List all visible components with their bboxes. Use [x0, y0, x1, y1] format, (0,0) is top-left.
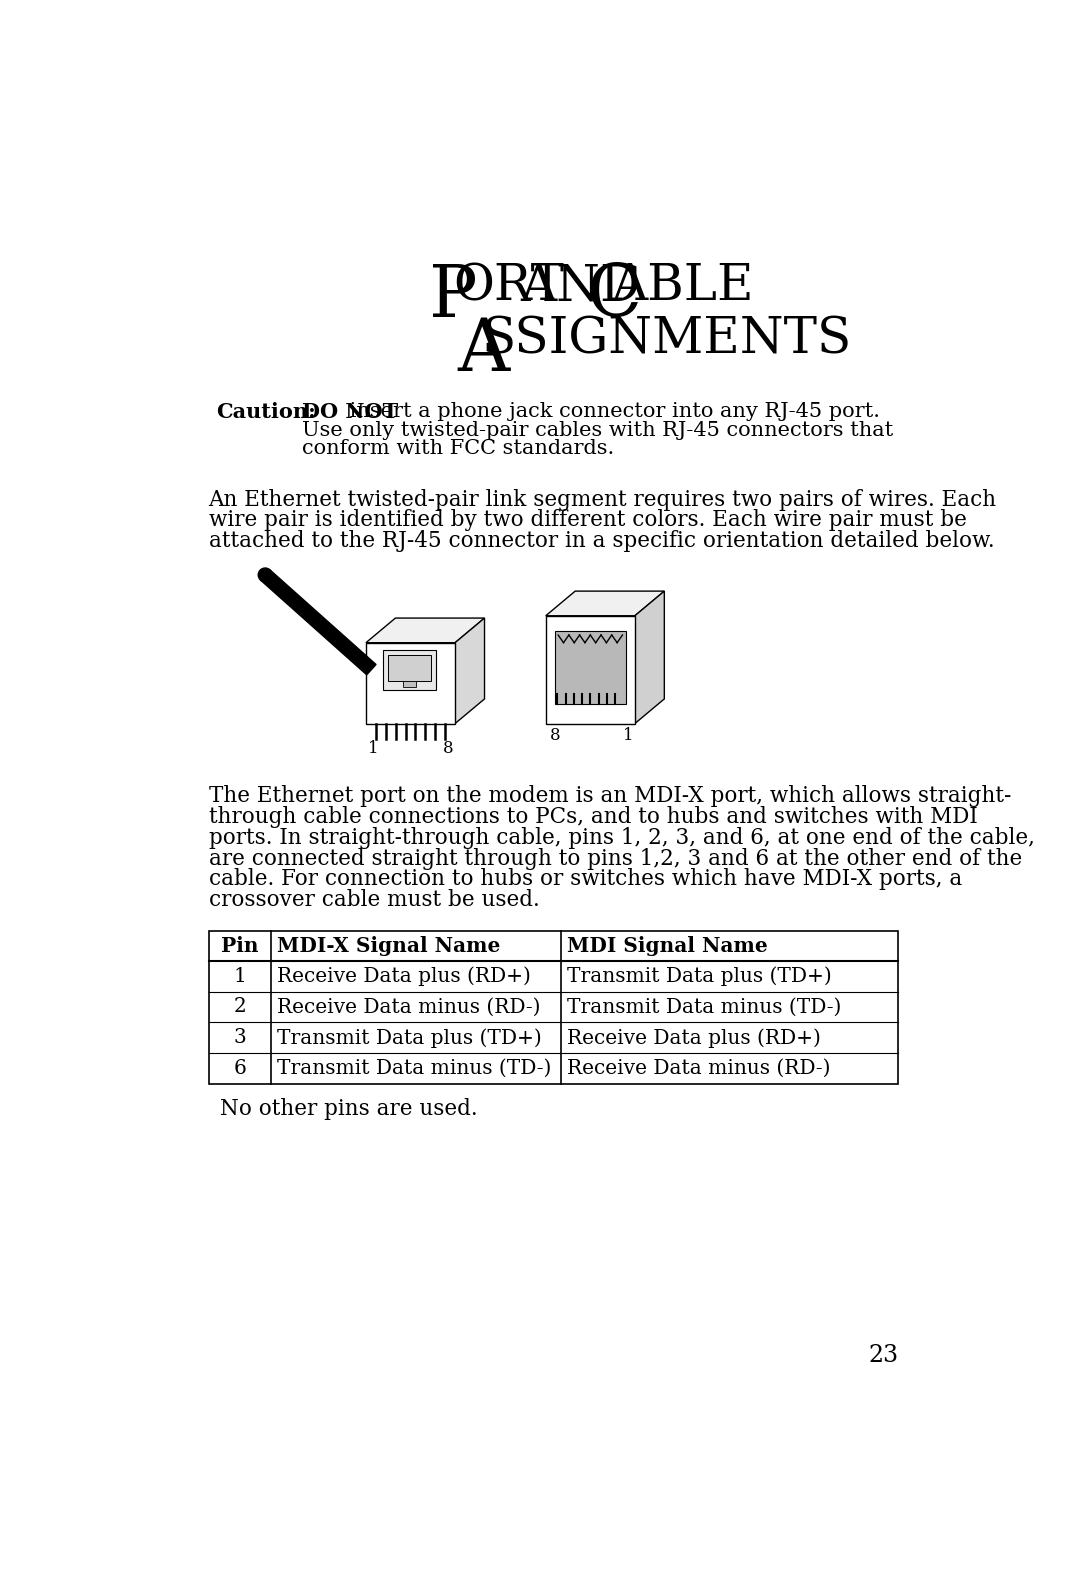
Polygon shape [545, 615, 635, 724]
Text: Transmit Data minus (TD-): Transmit Data minus (TD-) [276, 1060, 551, 1079]
Polygon shape [545, 592, 664, 615]
Text: An Ethernet twisted-pair link segment requires two pairs of wires. Each: An Ethernet twisted-pair link segment re… [208, 488, 997, 510]
Text: SSIGNMENTS: SSIGNMENTS [482, 316, 852, 364]
Polygon shape [366, 619, 485, 642]
Text: Receive Data plus (RD+): Receive Data plus (RD+) [567, 1028, 821, 1047]
Text: are connected straight through to pins 1,2, 3 and 6 at the other end of the: are connected straight through to pins 1… [208, 848, 1022, 870]
Text: 1: 1 [233, 967, 246, 986]
Circle shape [258, 568, 272, 582]
Text: MDI-X Signal Name: MDI-X Signal Name [276, 936, 500, 956]
Text: No other pins are used.: No other pins are used. [220, 1097, 477, 1119]
Text: wire pair is identified by two different colors. Each wire pair must be: wire pair is identified by two different… [208, 510, 967, 532]
Bar [403, 681, 416, 688]
Text: Caution:: Caution: [216, 402, 316, 422]
Text: P: P [429, 262, 477, 333]
Text: Receive Data minus (RD-): Receive Data minus (RD-) [567, 1060, 831, 1079]
Text: 1: 1 [367, 741, 378, 757]
Text: 23: 23 [868, 1344, 899, 1366]
Text: 1: 1 [623, 727, 633, 744]
Text: cable. For connection to hubs or switches which have MDI-X ports, a: cable. For connection to hubs or switche… [208, 868, 962, 890]
Bar [208, 931, 899, 1083]
Text: ABLE: ABLE [611, 262, 754, 311]
Text: The Ethernet port on the modem is an MDI-X port, which allows straight-: The Ethernet port on the modem is an MDI… [208, 785, 1011, 807]
Text: 6: 6 [233, 1060, 246, 1079]
Text: Transmit Data minus (TD-): Transmit Data minus (TD-) [567, 997, 841, 1016]
Text: 8: 8 [550, 727, 561, 744]
Text: Pin: Pin [221, 936, 258, 956]
Text: AND: AND [521, 262, 640, 311]
Text: attached to the RJ-45 connector in a specific orientation detailed below.: attached to the RJ-45 connector in a spe… [208, 531, 995, 553]
Text: Receive Data minus (RD-): Receive Data minus (RD-) [276, 997, 540, 1016]
Text: Receive Data plus (RD+): Receive Data plus (RD+) [276, 966, 530, 986]
Text: 2: 2 [233, 997, 246, 1016]
Text: ports. In straight-through cable, pins 1, 2, 3, and 6, at one end of the cable,: ports. In straight-through cable, pins 1… [208, 827, 1035, 849]
Text: Transmit Data plus (TD+): Transmit Data plus (TD+) [276, 1028, 541, 1047]
Bar [555, 631, 625, 705]
Text: Use only twisted-pair cables with RJ-45 connectors that: Use only twisted-pair cables with RJ-45 … [301, 421, 893, 440]
Text: DO NOT: DO NOT [301, 402, 397, 422]
Text: insert a phone jack connector into any RJ-45 port.: insert a phone jack connector into any R… [343, 402, 880, 421]
Polygon shape [366, 642, 455, 724]
Text: ORT: ORT [454, 262, 564, 311]
Text: crossover cable must be used.: crossover cable must be used. [208, 889, 539, 911]
Polygon shape [455, 619, 485, 724]
Text: 8: 8 [443, 741, 454, 757]
Bar [388, 655, 431, 681]
Polygon shape [635, 592, 664, 724]
Text: Transmit Data plus (TD+): Transmit Data plus (TD+) [567, 966, 833, 986]
Text: MDI Signal Name: MDI Signal Name [567, 936, 768, 956]
Text: 3: 3 [233, 1028, 246, 1047]
Bar [383, 650, 435, 691]
Text: through cable connections to PCs, and to hubs and switches with MDI: through cable connections to PCs, and to… [208, 805, 977, 827]
Text: conform with FCC standards.: conform with FCC standards. [301, 440, 613, 458]
Text: A: A [458, 316, 510, 386]
Polygon shape [260, 570, 376, 675]
Text: C: C [588, 262, 643, 333]
